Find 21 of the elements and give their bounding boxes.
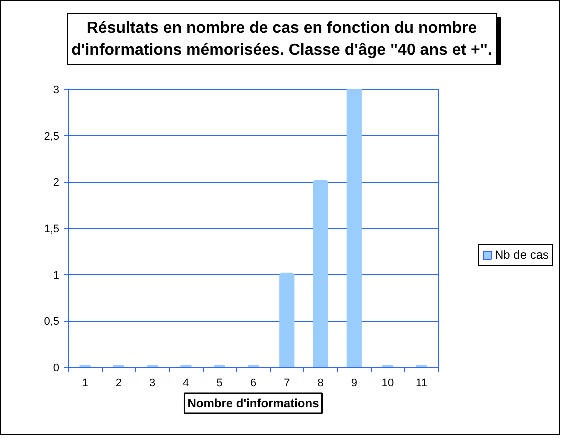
x-tick-label: 6 <box>250 378 257 390</box>
x-tick-label: 7 <box>284 378 290 390</box>
legend-label: Nb de cas <box>495 248 550 262</box>
y-tick-label: 2 <box>53 177 60 190</box>
x-tick-label: 5 <box>216 378 223 390</box>
x-tick-label: 11 <box>416 378 428 390</box>
x-tick-label: 2 <box>116 378 122 390</box>
x-tick-label: 10 <box>382 378 394 390</box>
x-axis-title: Nombre d'informations <box>188 396 320 410</box>
y-tick-label: 1,5 <box>44 224 60 236</box>
y-tick-label: 2,5 <box>44 130 60 143</box>
x-tick-label: 1 <box>82 378 88 390</box>
y-tick-label: 1 <box>53 270 60 282</box>
y-tick-label: 0 <box>53 362 60 374</box>
x-tick-label: 3 <box>150 378 156 390</box>
x-tick-label: 8 <box>318 378 324 390</box>
x-tick-label: 9 <box>351 378 358 390</box>
y-tick-label: 0,5 <box>44 316 60 328</box>
chart-title: Résultats en nombre de cas en fonction du nombre d'informations mémorisées. Classe d'âge "40 ans et +". <box>72 19 492 61</box>
x-tick-label: 4 <box>183 378 190 390</box>
y-tick-label: 3 <box>53 84 60 96</box>
